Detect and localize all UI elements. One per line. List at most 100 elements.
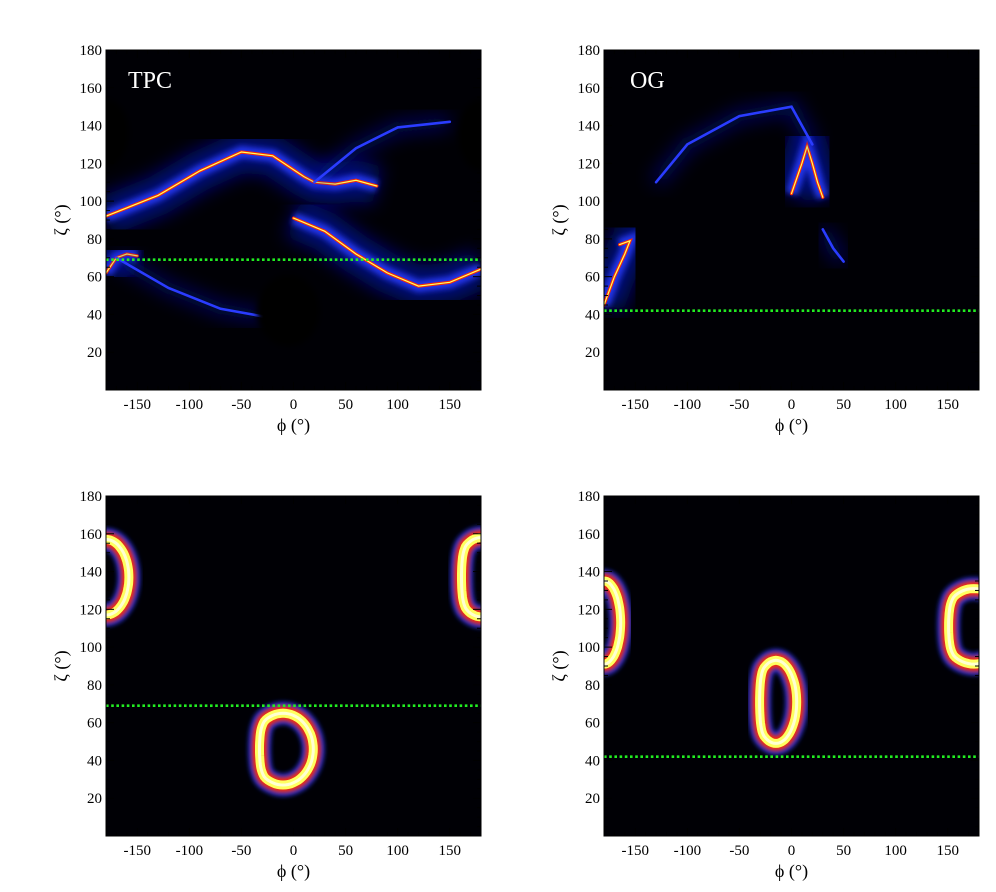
- caustic-faint-lower-arc: [112, 251, 264, 324]
- emission-ring: [106, 528, 140, 627]
- panel-title-og: OG: [630, 68, 665, 94]
- y-tick-label: 40: [585, 307, 600, 323]
- y-tick-label: 120: [80, 602, 103, 618]
- y-tick-label: 140: [80, 119, 103, 135]
- y-tick-label: 120: [578, 602, 601, 618]
- axes-tpc: -150 -100 -50 0 50 100 150 20 40 60 80 100 120 140 160…: [80, 43, 482, 413]
- y-tick-label: 100: [578, 194, 601, 210]
- x-tick-label: -50: [729, 843, 749, 859]
- x-axis-label: ϕ (°): [277, 861, 310, 882]
- ring-highlight: [758, 658, 799, 745]
- dark-region: [106, 99, 129, 168]
- x-tick-label: -150: [124, 397, 152, 413]
- caustic-left-cusp: [604, 206, 665, 312]
- ring-highlight: [106, 537, 131, 617]
- y-tick-label: 140: [578, 565, 601, 581]
- x-tick-label: 100: [884, 843, 907, 859]
- x-axis-label: ϕ (°): [277, 415, 310, 436]
- y-tick-label: 100: [80, 640, 103, 656]
- emission-ring: [450, 526, 481, 628]
- x-tick-label: -150: [622, 397, 650, 413]
- y-tick-label: 20: [87, 791, 102, 807]
- x-tick-label: 150: [439, 843, 462, 859]
- x-tick-label: -50: [729, 397, 749, 413]
- caustic-faint-lower-arc: [816, 226, 850, 266]
- y-tick-label: 80: [585, 232, 600, 248]
- y-tick-label: 160: [80, 527, 103, 543]
- x-tick-label: -50: [231, 397, 251, 413]
- ring-highlight: [947, 587, 979, 666]
- caustic-upper-cusp: [772, 77, 842, 204]
- x-tick-label: -100: [674, 843, 702, 859]
- y-tick-label: 140: [80, 565, 103, 581]
- y-tick-label: 180: [80, 43, 103, 59]
- x-axis-label: ϕ (°): [775, 415, 808, 436]
- plot-area-og: [604, 50, 979, 390]
- y-tick-label: 60: [87, 270, 102, 286]
- y-tick-label: 60: [585, 716, 600, 732]
- y-axis-label: ζ (°): [51, 650, 72, 681]
- y-axis-label: ζ (°): [51, 204, 72, 235]
- x-tick-label: 50: [836, 397, 851, 413]
- ring-highlight: [258, 711, 315, 787]
- caustic-lower-wave: [285, 199, 481, 307]
- y-tick-label: 140: [578, 119, 601, 135]
- panel-og-lightcurve: -150 -100 -50 0 50 100 150 20 40 60 80 100 120 140 160…: [549, 489, 980, 882]
- ring-highlight: [460, 536, 481, 619]
- caustic-core: [790, 144, 824, 198]
- y-tick-label: 80: [585, 678, 600, 694]
- emission-ring: [937, 577, 979, 676]
- y-tick-label: 180: [578, 43, 601, 59]
- y-tick-label: 120: [80, 156, 103, 172]
- y-tick-label: 80: [87, 678, 102, 694]
- x-tick-label: 50: [338, 397, 353, 413]
- y-tick-label: 20: [585, 345, 600, 361]
- dark-region: [458, 99, 481, 171]
- plot-area-bottom-left: [106, 496, 481, 836]
- x-tick-label: -150: [124, 843, 152, 859]
- x-tick-label: -150: [622, 843, 650, 859]
- emission-ring: [748, 649, 808, 755]
- emission-ring: [604, 569, 632, 676]
- y-tick-label: 40: [585, 753, 600, 769]
- caustic-faint-upper-arc: [309, 114, 452, 188]
- x-tick-label: -50: [231, 843, 251, 859]
- y-tick-label: 120: [578, 156, 601, 172]
- caustic-line: [313, 120, 452, 184]
- panel-tpc-lightcurve: -150 -100 -50 0 50 100 150 20 40 60 80 100 120 140 160…: [51, 489, 482, 882]
- x-tick-label: 150: [439, 397, 462, 413]
- y-tick-label: 80: [87, 232, 102, 248]
- y-tick-label: 60: [87, 716, 102, 732]
- caustic-line: [821, 228, 845, 263]
- caustic-line: [115, 256, 264, 318]
- y-tick-label: 100: [578, 640, 601, 656]
- panel-tpc: TPC -150 -100 -50 0 50 100 150 20 40 60 80 100 120 14…: [51, 43, 482, 436]
- x-tick-label: 0: [290, 397, 298, 413]
- x-tick-label: 0: [788, 843, 796, 859]
- y-tick-label: 60: [585, 270, 600, 286]
- plot-area-bottom-right: [604, 496, 979, 836]
- y-axis-label: ζ (°): [549, 204, 570, 235]
- x-tick-label: 50: [338, 843, 353, 859]
- emission-ring: [248, 702, 325, 797]
- axes-og: -150 -100 -50 0 50 100 150 20 40 60 80 100 120 140 160…: [578, 43, 980, 413]
- plot-area-tpc: [106, 50, 481, 390]
- x-tick-label: -100: [674, 397, 702, 413]
- dark-region: [257, 274, 320, 347]
- caustic-faint-upper-arc: [650, 98, 819, 187]
- x-tick-label: 100: [386, 843, 409, 859]
- axes-bottom-left: -150 -100 -50 0 50 100 150 20 40 60 80 100 120 140 160…: [80, 489, 482, 859]
- panel-title-tpc: TPC: [128, 68, 172, 94]
- x-tick-label: 50: [836, 843, 851, 859]
- caustic-line: [654, 105, 814, 184]
- x-tick-label: 150: [937, 843, 960, 859]
- axes-bottom-right: -150 -100 -50 0 50 100 150 20 40 60 80 100 120 140 160…: [578, 489, 980, 859]
- x-axis-label: ϕ (°): [775, 861, 808, 882]
- y-axis-label: ζ (°): [549, 650, 570, 681]
- x-tick-label: 100: [386, 397, 409, 413]
- ring-highlight: [604, 579, 623, 666]
- y-tick-label: 20: [87, 345, 102, 361]
- y-tick-label: 160: [80, 81, 103, 97]
- y-tick-label: 100: [80, 194, 103, 210]
